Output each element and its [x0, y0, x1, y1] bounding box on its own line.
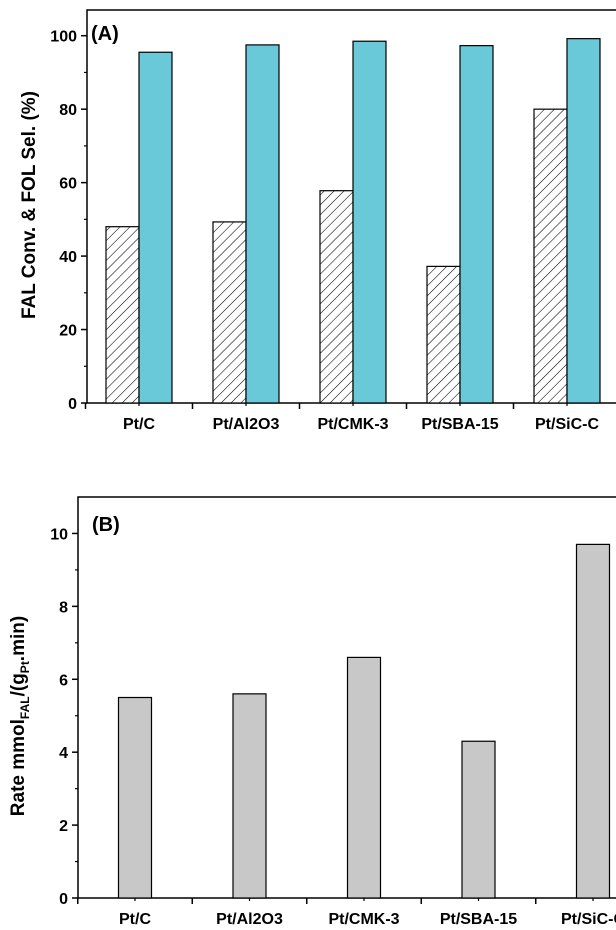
- panel-a-y-axis: 0 20 40 60 80 100: [50, 29, 87, 413]
- bar-series-2-pt-sic-c: [566, 38, 601, 404]
- bar-series-1-pt-c: [105, 226, 140, 404]
- bar-series-1-pt-cmk-3: [346, 656, 382, 899]
- bar-series-1-pt-sba-15: [461, 740, 496, 899]
- x-tick-label: Pt/SiC-C: [535, 416, 599, 433]
- x-tick-label: Pt/CMK-3: [317, 416, 388, 433]
- x-tick-label: Pt/C: [123, 416, 155, 433]
- y-tick-label: 0: [68, 396, 77, 413]
- panel-a-y-axis-label: FAL Conv. & FOL Sel. (%): [19, 91, 40, 319]
- bar-series-1-pt-sba-15: [426, 265, 461, 404]
- panel-a-x-axis: Pt/C Pt/Al2O3 Pt/CMK-3 Pt/SBA-15 Pt/SiC-C: [84, 403, 599, 433]
- y-tick-label: 4: [59, 745, 68, 762]
- y-tick-label: 2: [59, 818, 68, 835]
- panel-a-bars: [105, 38, 601, 404]
- x-tick-label: Pt/SiC-C: [561, 911, 616, 928]
- bar-series-1-pt-sic-c: [575, 543, 611, 899]
- x-tick-label: Pt/SBA-15: [421, 416, 498, 433]
- bar-series-1-pt-cmk-3: [319, 190, 354, 404]
- panel-b-x-axis: Pt/C Pt/Al2O3 Pt/CMK-3 Pt/SBA-15 Pt/SiC-C: [77, 898, 616, 928]
- y-tick-label: 20: [59, 323, 77, 340]
- x-tick-label: Pt/Al2O3: [213, 416, 280, 433]
- y-tick-label: 100: [50, 29, 77, 46]
- x-tick-label: Pt/Al2O3: [216, 911, 283, 928]
- y-tick-label: 80: [59, 102, 77, 119]
- bar-series-1-pt-al2o3: [232, 693, 267, 899]
- bar-series-1-pt-al2o3: [212, 221, 247, 404]
- y-tick-label: 60: [59, 176, 77, 193]
- bar-series-1-pt-sic-c: [533, 108, 568, 404]
- panel-b-y-axis-label: Rate mmolFAL/(gPt.min): [8, 616, 32, 816]
- panel-a-label: (A): [91, 23, 119, 45]
- x-tick-label: Pt/C: [119, 911, 151, 928]
- y-tick-label: 8: [59, 599, 68, 616]
- panel-b-bars: [117, 543, 611, 899]
- y-tick-label: 10: [50, 526, 68, 543]
- bar-series-2-pt-c: [138, 51, 173, 404]
- y-tick-label: 6: [59, 672, 68, 689]
- y-tick-label: 40: [59, 249, 77, 266]
- bar-series-2-pt-cmk-3: [352, 40, 387, 404]
- y-tick-label: 0: [59, 891, 68, 908]
- panel-b-chart: (B) 0 2 4 6 8 10 Pt/C Pt/Al2O3 Pt/CMK-3 Pt/SBA-1…: [8, 496, 616, 928]
- bar-series-2-pt-al2o3: [245, 44, 280, 404]
- panel-b-label: (B): [92, 514, 120, 536]
- bar-series-1-pt-c: [117, 696, 153, 899]
- bar-series-2-pt-sba-15: [459, 45, 494, 404]
- panel-b-y-axis: 0 2 4 6 8 10: [50, 526, 78, 908]
- x-tick-label: Pt/SBA-15: [440, 911, 517, 928]
- x-tick-label: Pt/CMK-3: [328, 911, 399, 928]
